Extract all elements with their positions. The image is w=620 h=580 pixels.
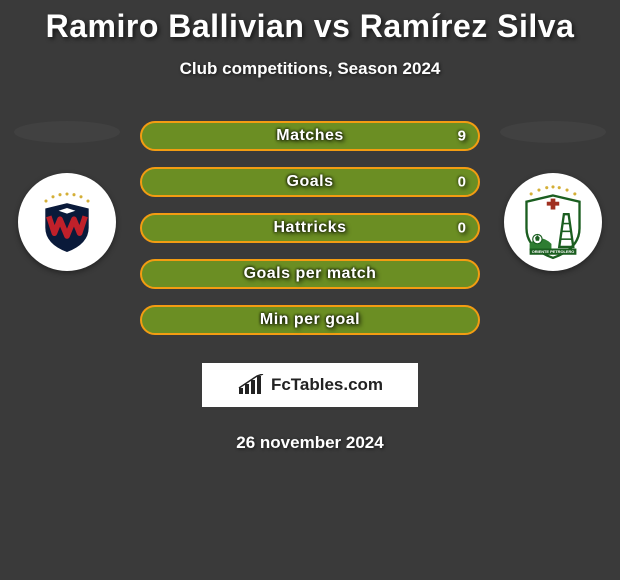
stat-label: Goals per match xyxy=(244,265,377,283)
stat-value: 0 xyxy=(458,220,466,237)
wilstermann-crest-icon xyxy=(32,187,102,257)
stat-bar-goals-per-match: Goals per match xyxy=(140,259,480,289)
page-title: Ramiro Ballivian vs Ramírez Silva xyxy=(46,8,575,45)
stat-bar-min-per-goal: Min per goal xyxy=(140,305,480,335)
stats-column: Matches 9 Goals 0 Hattricks 0 Goals per … xyxy=(140,121,480,453)
right-player-ellipse xyxy=(500,121,606,143)
subtitle: Club competitions, Season 2024 xyxy=(180,59,441,79)
brand-box: FcTables.com xyxy=(202,363,418,407)
infographic-container: Ramiro Ballivian vs Ramírez Silva Club c… xyxy=(0,0,620,453)
left-player-ellipse xyxy=(14,121,120,143)
right-column: ORIENTE PETROLERO xyxy=(498,121,608,271)
stat-label: Matches xyxy=(276,127,344,145)
left-column xyxy=(12,121,122,271)
stat-value: 0 xyxy=(458,174,466,191)
svg-text:ORIENTE PETROLERO: ORIENTE PETROLERO xyxy=(532,249,575,254)
main-row: Matches 9 Goals 0 Hattricks 0 Goals per … xyxy=(0,121,620,453)
fctables-logo-icon xyxy=(237,374,265,396)
right-club-badge: ORIENTE PETROLERO xyxy=(504,173,602,271)
stat-label: Hattricks xyxy=(274,219,347,237)
oriente-petrolero-crest-icon: ORIENTE PETROLERO xyxy=(514,183,592,261)
stat-bar-matches: Matches 9 xyxy=(140,121,480,151)
stat-bar-goals: Goals 0 xyxy=(140,167,480,197)
stat-bar-hattricks: Hattricks 0 xyxy=(140,213,480,243)
brand-text: FcTables.com xyxy=(271,375,383,395)
date-line: 26 november 2024 xyxy=(236,433,383,453)
stat-label: Min per goal xyxy=(260,311,360,329)
stat-value: 9 xyxy=(458,128,466,145)
left-club-badge xyxy=(18,173,116,271)
stat-label: Goals xyxy=(287,173,334,191)
